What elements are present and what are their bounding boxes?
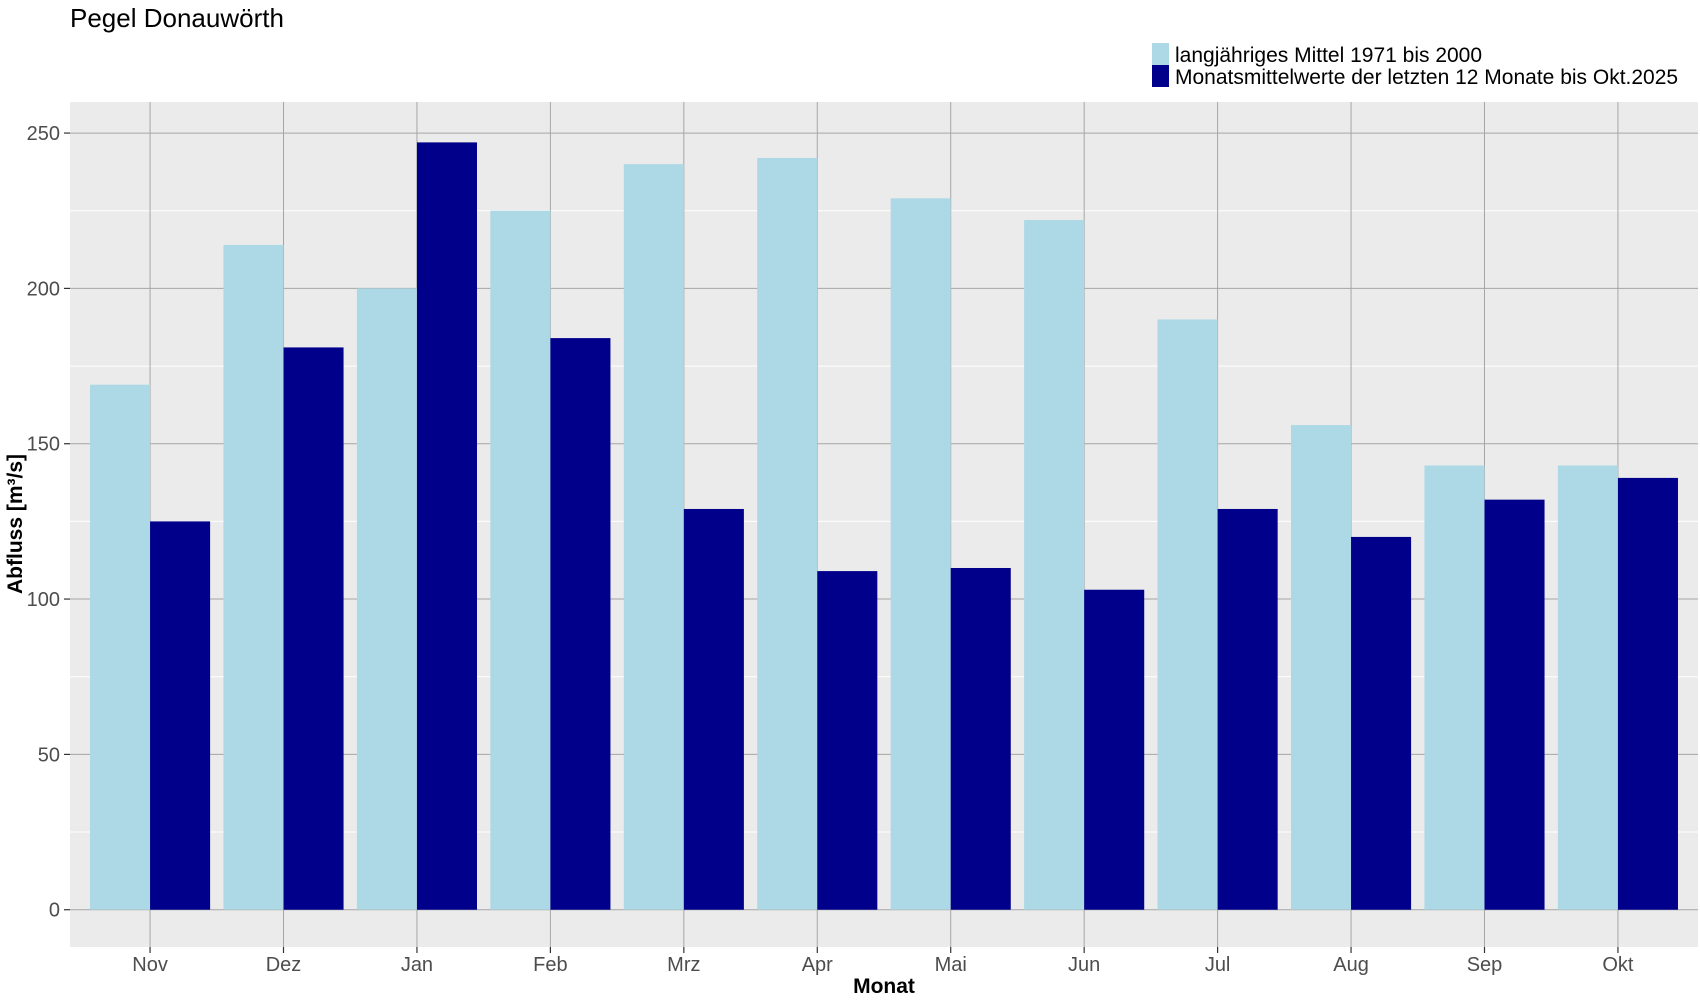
legend-label-recent-monthly-means: Monatsmittelwerte der letzten 12 Monate … bbox=[1175, 66, 1678, 89]
legend-swatch-long-term-mean bbox=[1152, 43, 1169, 65]
bar-long-term-mean-okt bbox=[1557, 465, 1618, 910]
x-tick-label: Mai bbox=[935, 954, 967, 976]
x-tick-label: Sep bbox=[1467, 954, 1503, 976]
y-tick-label: 100 bbox=[27, 589, 60, 611]
bar-recent-monthly-mean-dez bbox=[283, 347, 344, 910]
x-tick-label: Jul bbox=[1205, 954, 1231, 976]
x-tick-label: Nov bbox=[132, 954, 168, 976]
y-axis-title: Abfluss [m³/s] bbox=[4, 454, 27, 594]
bar-recent-monthly-mean-nov bbox=[150, 521, 211, 910]
bar-long-term-mean-sep bbox=[1424, 465, 1485, 910]
x-axis-ticks: Nov Dez Jan Feb Mrz Apr Mai Jun Jul Aug Sep Okt bbox=[132, 947, 1634, 976]
bar-recent-monthly-mean-jun bbox=[1084, 589, 1145, 910]
y-tick-label: 0 bbox=[49, 900, 60, 922]
y-axis-ticks: 0 50 100 150 200 250 bbox=[27, 123, 70, 922]
bar-long-term-mean-mrz bbox=[623, 164, 684, 910]
bar-long-term-mean-feb bbox=[490, 210, 551, 910]
bar-recent-monthly-mean-aug bbox=[1351, 536, 1412, 910]
bar-long-term-mean-apr bbox=[757, 157, 818, 910]
bar-long-term-mean-nov bbox=[90, 384, 151, 910]
bar-long-term-mean-dez bbox=[223, 244, 284, 910]
bar-long-term-mean-aug bbox=[1291, 425, 1352, 910]
x-tick-label: Apr bbox=[802, 954, 833, 976]
chart-title: Pegel Donauwörth bbox=[70, 3, 284, 33]
bar-recent-monthly-mean-apr bbox=[817, 571, 878, 910]
y-tick-label: 200 bbox=[27, 278, 60, 300]
bar-long-term-mean-jul bbox=[1157, 319, 1218, 910]
x-tick-label: Jan bbox=[401, 954, 433, 976]
x-tick-label: Jun bbox=[1068, 954, 1100, 976]
bar-recent-monthly-mean-feb bbox=[550, 338, 611, 910]
y-tick-label: 250 bbox=[27, 123, 60, 145]
y-tick-label: 50 bbox=[38, 744, 60, 766]
bar-long-term-mean-mai bbox=[890, 198, 951, 910]
x-tick-label: Okt bbox=[1602, 954, 1634, 976]
bars bbox=[90, 142, 1678, 910]
bar-recent-monthly-mean-mrz bbox=[683, 508, 744, 910]
bar-long-term-mean-jan bbox=[356, 288, 417, 910]
x-tick-label: Feb bbox=[533, 954, 567, 976]
x-axis-title: Monat bbox=[853, 975, 915, 998]
legend-swatch-recent-monthly-means bbox=[1152, 65, 1169, 87]
x-tick-label: Aug bbox=[1333, 954, 1369, 976]
bar-recent-monthly-mean-jan bbox=[416, 142, 477, 910]
bar-long-term-mean-jun bbox=[1024, 220, 1085, 910]
bar-recent-monthly-mean-sep bbox=[1484, 499, 1545, 910]
bar-recent-monthly-mean-jul bbox=[1217, 508, 1278, 910]
legend: langjähriges Mittel 1971 bis 2000 Monats… bbox=[1152, 43, 1678, 89]
bar-recent-monthly-mean-okt bbox=[1617, 477, 1678, 910]
y-tick-label: 150 bbox=[27, 434, 60, 456]
x-tick-label: Mrz bbox=[667, 954, 700, 976]
x-tick-label: Dez bbox=[266, 954, 302, 976]
bar-recent-monthly-mean-mai bbox=[950, 567, 1011, 910]
legend-label-long-term-mean: langjähriges Mittel 1971 bis 2000 bbox=[1175, 44, 1482, 67]
